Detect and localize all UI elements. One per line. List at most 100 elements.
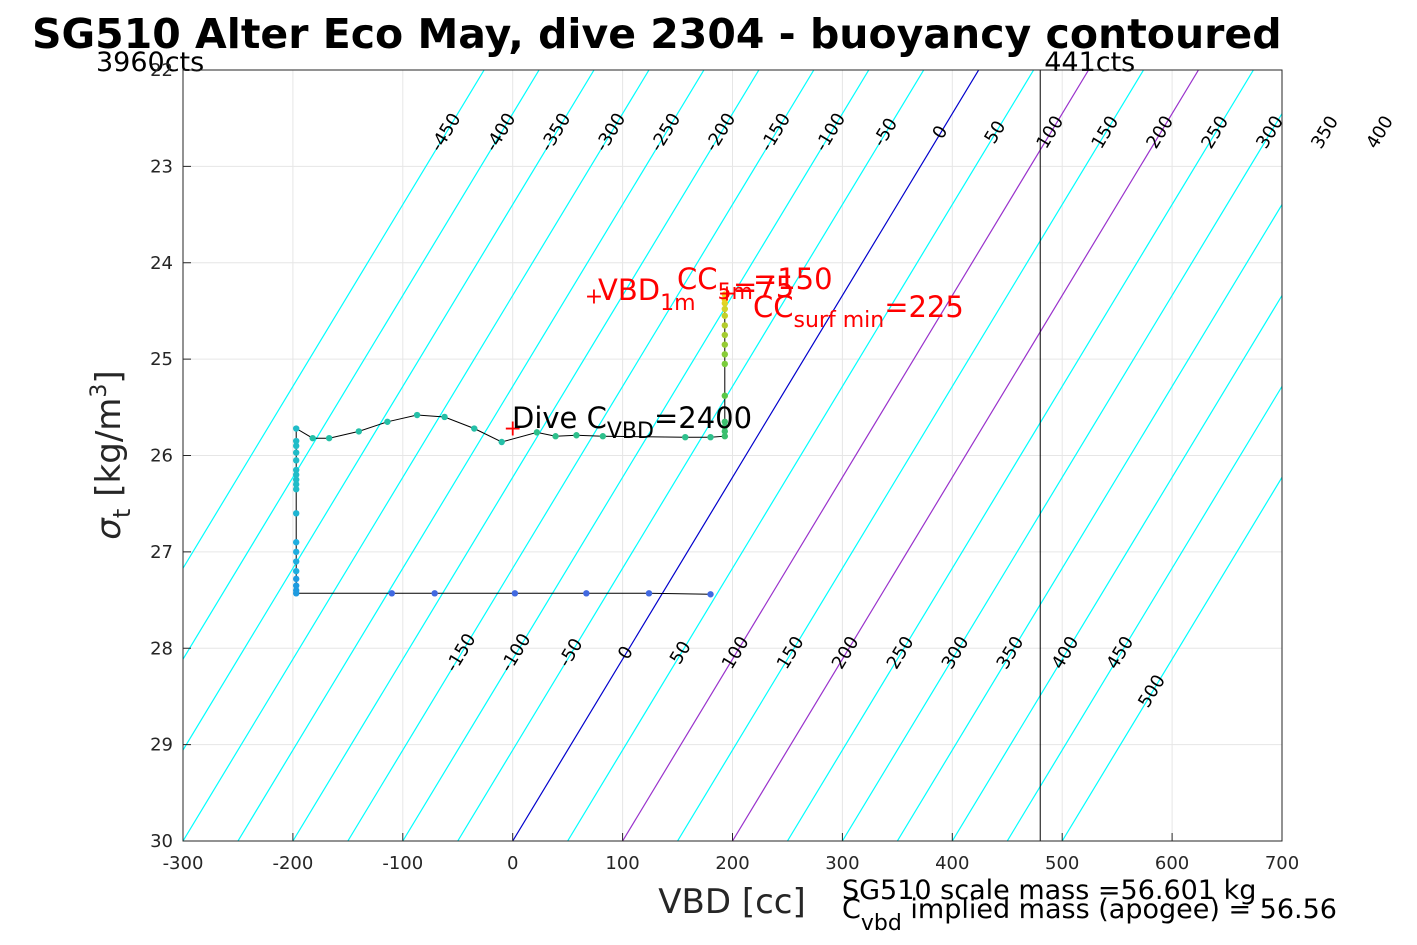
- trace-point: [721, 351, 729, 358]
- red-plus-marker: +: [585, 284, 603, 309]
- trace-point: [325, 434, 333, 442]
- trace-point: [511, 590, 519, 597]
- trace-point: [721, 296, 729, 303]
- contour-line: [292, 70, 760, 841]
- trace-point: [431, 590, 438, 597]
- trace-point: [721, 392, 729, 399]
- trace-point: [707, 433, 714, 441]
- trace-point: [413, 411, 421, 419]
- cc-surf-post: =225: [884, 290, 964, 324]
- cc-5m-sub: 5m: [718, 280, 753, 305]
- y-tick-label: 30: [150, 831, 173, 852]
- y-label-unit: [kg/m: [89, 398, 129, 497]
- contour-line: [1006, 385, 1282, 841]
- trace-point: [292, 567, 300, 575]
- trace-point: [292, 476, 300, 483]
- grid: [183, 70, 1282, 841]
- contour-line: [457, 70, 925, 841]
- trace-point: [292, 471, 300, 478]
- trace-point: [498, 438, 505, 446]
- y-tick-label: 25: [150, 349, 173, 370]
- cc-5m-annotation: CC5m=150: [677, 262, 833, 305]
- trace-point: [583, 590, 590, 597]
- trace-point: [552, 433, 559, 440]
- contour-line: [896, 203, 1282, 841]
- trace-point: [292, 425, 300, 432]
- dive-cvbd-sub: VBD: [607, 419, 654, 444]
- trace-point: [292, 582, 300, 589]
- y-label-unit-sup: 3: [87, 384, 112, 398]
- trace-point: [682, 433, 689, 441]
- contour-line: [183, 70, 595, 752]
- trace-point: [292, 558, 300, 565]
- dive-trace: [292, 291, 729, 598]
- contour-label: 400: [1362, 112, 1398, 152]
- y-ticks: 22 23 24 25 26 27 28 29 30: [150, 60, 191, 852]
- trace-point: [721, 291, 729, 298]
- trace-point: [721, 331, 729, 339]
- y-tick-label: 26: [150, 446, 173, 467]
- trace-point: [471, 425, 478, 432]
- red-markers: + + +: [503, 282, 736, 442]
- cc-5m-pre: CC: [677, 262, 718, 296]
- x-tick-label: 600: [1155, 853, 1189, 874]
- trace-point: [292, 486, 300, 493]
- trace-point: [292, 481, 300, 488]
- x-tick-label: 500: [1045, 853, 1079, 874]
- y-tick-label: 28: [150, 638, 173, 659]
- cc-surf-sub: surf min: [794, 308, 885, 333]
- trace-point: [721, 305, 729, 313]
- red-plus-marker: +: [503, 416, 521, 441]
- vbd-limit-lines: 3960cts 441cts: [96, 47, 1135, 841]
- y-tick-label: 27: [150, 542, 173, 563]
- trace-point: [292, 587, 300, 594]
- trace-point: [292, 548, 300, 556]
- contour-line: [567, 70, 1035, 841]
- contour-line: [1061, 476, 1282, 841]
- cc-5m-post: =150: [753, 262, 833, 296]
- trace-point: [292, 457, 300, 464]
- x-tick-label: 700: [1265, 853, 1299, 874]
- chart-title: SG510 Alter Eco May, dive 2304 - buoyanc…: [32, 10, 1282, 58]
- trace-point: [441, 413, 448, 421]
- x-tick-label: 100: [605, 853, 639, 874]
- vbd-1m-sub: 1m: [660, 291, 695, 316]
- vbd-1m-pre: VBD: [598, 273, 660, 307]
- x-tick-label: -100: [382, 853, 423, 874]
- contour-line: [237, 70, 705, 841]
- scale-mass-footer: SG510 scale mass =56.601 kg: [842, 875, 1256, 906]
- trace-point: [292, 510, 300, 517]
- x-axis-label: VBD [cc]: [658, 882, 806, 922]
- trace-point: [721, 428, 729, 435]
- y-label-unit-post: ]: [89, 370, 129, 383]
- contour-line: [841, 112, 1282, 841]
- y-label-symbol: σ: [89, 517, 129, 540]
- y-tick-label: 22: [150, 60, 173, 81]
- contour-line: [951, 294, 1282, 841]
- trace-point: [292, 466, 300, 474]
- trace-point: [355, 428, 363, 435]
- trace-point: [292, 449, 300, 456]
- cvbd-mass-footer: Cvbd implied mass (apogee) = 56.56: [842, 894, 1337, 936]
- y-tick-label: 23: [150, 156, 173, 177]
- trace-point: [707, 591, 714, 598]
- trace-point: [292, 575, 300, 583]
- cc-surf-pre: CC: [753, 290, 794, 324]
- x-tick-label: -200: [272, 853, 313, 874]
- x-tick-label: 0: [507, 853, 518, 874]
- x-tick-label: -300: [163, 853, 204, 874]
- y-tick-label: 24: [150, 253, 173, 274]
- cvbd-footer-post: implied mass (apogee) = 56.56: [902, 894, 1337, 925]
- x-tick-label: 400: [935, 853, 969, 874]
- cvbd-footer-pre: C: [842, 894, 861, 925]
- trace-point: [388, 590, 396, 597]
- dive-cvbd-annotation: Dive CVBD=2400: [512, 401, 752, 444]
- cc-surf-annotation: CCsurf min=225: [753, 290, 964, 333]
- trace-point: [292, 437, 300, 445]
- cvbd-footer-sub: vbd: [861, 911, 902, 936]
- buoyancy-contours: [183, 70, 1282, 841]
- trace-point: [384, 418, 391, 425]
- dive-cvbd-post: =2400: [654, 401, 752, 435]
- trace-point: [292, 442, 300, 450]
